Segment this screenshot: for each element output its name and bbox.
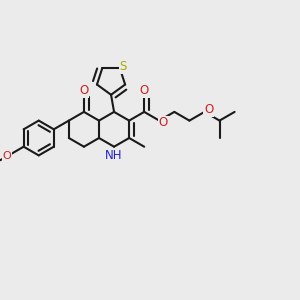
Text: O: O [79, 84, 88, 97]
Text: S: S [120, 60, 127, 73]
Text: O: O [2, 152, 11, 161]
Text: O: O [140, 84, 149, 98]
Text: O: O [158, 116, 168, 129]
Text: NH: NH [105, 148, 123, 162]
Text: O: O [204, 103, 213, 116]
